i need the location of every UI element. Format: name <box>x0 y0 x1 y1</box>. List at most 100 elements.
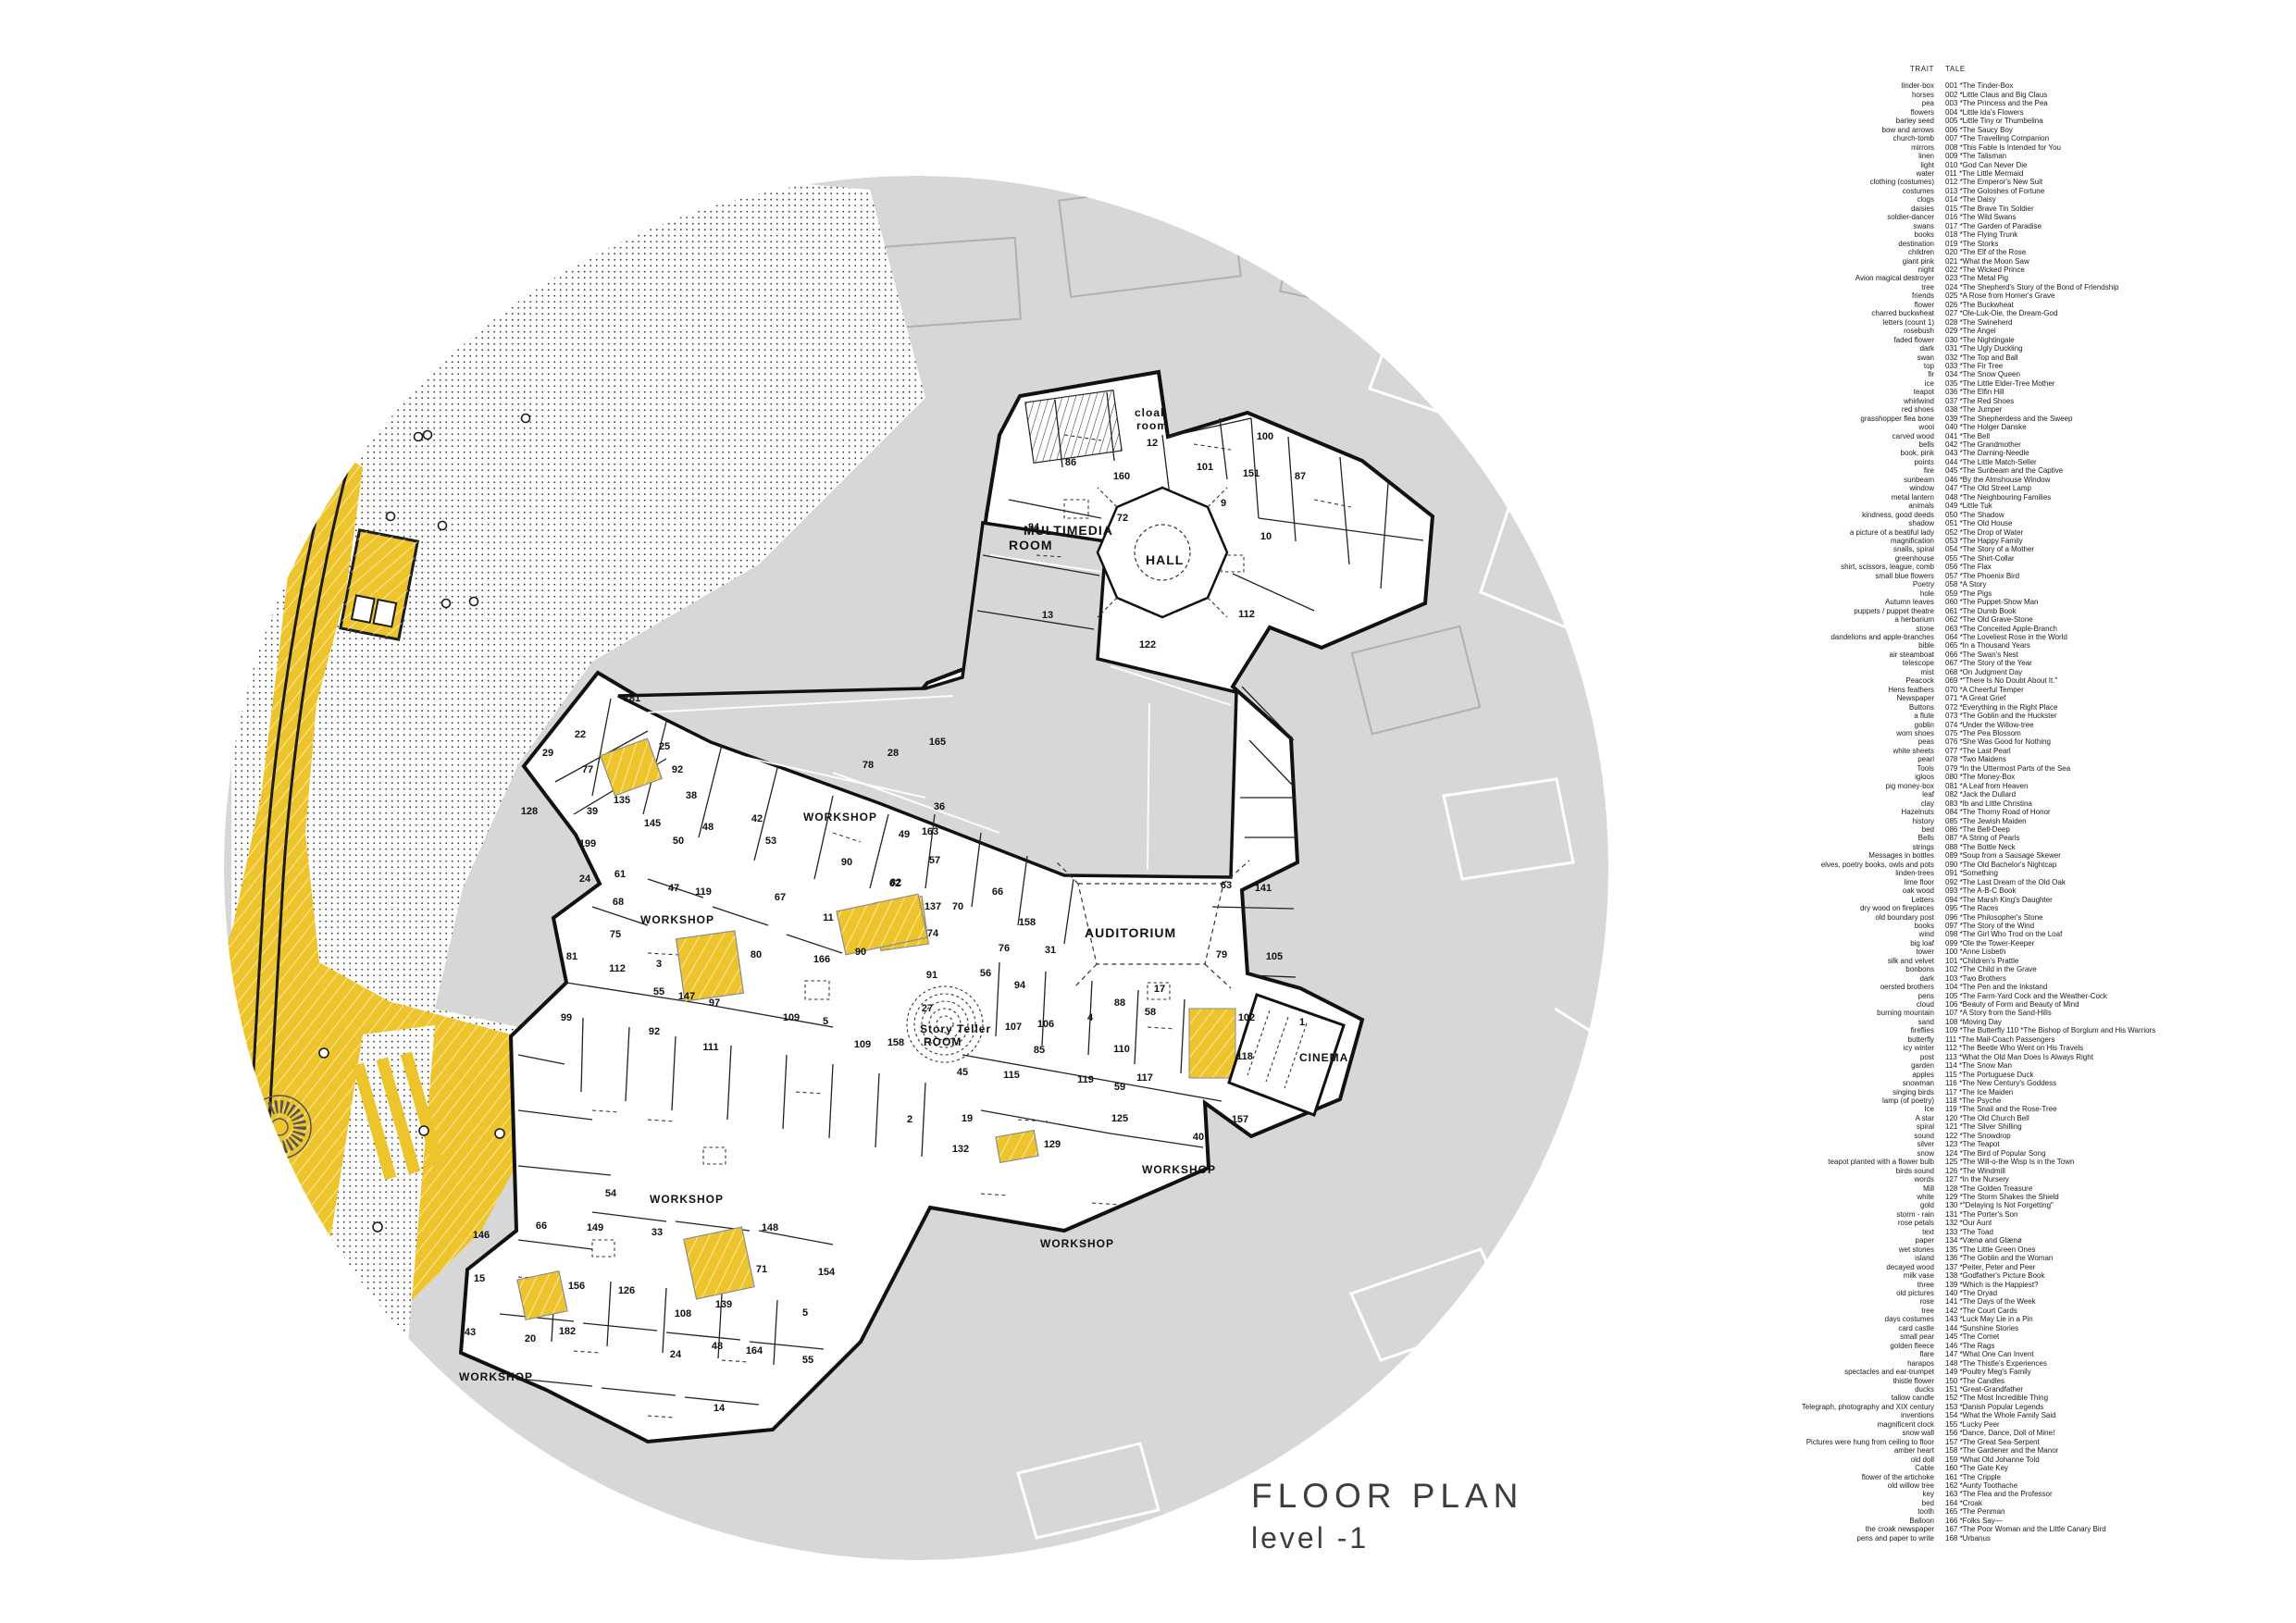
tale-row: charred buckwheat 027 *Ole-Luk-Oie, the D… <box>1657 309 2296 317</box>
auditorium-shape <box>1054 860 1250 989</box>
tale-row: pig money-box 081 *A Leaf from Heaven <box>1657 782 2296 790</box>
tale-cell: 091 *Something <box>1945 869 1998 878</box>
tale-row: words 127 *In the Nursery <box>1657 1175 2296 1183</box>
tale-cell: 044 *The Little Match-Seller <box>1945 457 2037 466</box>
tale-cell: 065 *In a Thousand Years <box>1945 641 2030 650</box>
trait-cell: golden fleece <box>1890 1341 1934 1350</box>
tale-cell: 051 *The Old House <box>1945 519 2013 528</box>
room-label: MULTIMEDIA <box>1024 523 1113 538</box>
room-number: 5 <box>802 1307 808 1319</box>
tale-cell: 083 *Ib and Little Christina <box>1945 799 2032 808</box>
room-label: HALL <box>1146 552 1184 567</box>
tale-row: dark 103 *Two Brothers <box>1657 974 2296 983</box>
trait-cell: worn shoes <box>1896 728 1934 737</box>
room-number: 145 <box>644 818 661 829</box>
room-number: 77 <box>582 764 593 775</box>
room-number: 119 <box>1077 1074 1094 1085</box>
room-number: 107 <box>1005 1022 1022 1033</box>
tale-row: sunbeam 046 *By the Almshouse Window <box>1657 476 2296 484</box>
trait-cell: decayed wood <box>1886 1262 1934 1271</box>
tale-row: shadow 051 *The Old House <box>1657 519 2296 527</box>
room-number: 55 <box>653 986 664 997</box>
tale-cell: 135 *The Little Green Ones <box>1945 1245 2036 1254</box>
tale-row: hole 059 *The Pigs <box>1657 589 2296 598</box>
trait-cell: rosebush <box>1904 327 1934 336</box>
tale-cell: 147 *What One Can Invent <box>1945 1350 2034 1359</box>
trait-cell: fireflies <box>1910 1026 1934 1035</box>
room-number: 81 <box>566 951 577 962</box>
courtyard-roof-lines <box>647 554 1232 871</box>
tale-row: singing birds 117 *The Ice Maiden <box>1657 1088 2296 1096</box>
trait-cell: ice <box>1924 378 1934 388</box>
trait-cell: milk vase <box>1903 1271 1934 1281</box>
room-number: 97 <box>709 997 720 1009</box>
tale-row: shirt, scissors, league, comb 056 *The Fl… <box>1657 563 2296 571</box>
tale-cell: 047 *The Old Street Lamp <box>1945 484 2031 493</box>
tale-cell: 027 *Ole-Luk-Oie, the Dream-God <box>1945 309 2058 318</box>
tale-row: amber heart 158 *The Gardener and the Man… <box>1657 1446 2296 1455</box>
tale-cell: 003 *The Princess and the Pea <box>1945 99 2048 108</box>
tale-cell: 038 *The Jumper <box>1945 405 2003 415</box>
tale-row: clothing (costumes) 012 *The Emperor's Ne… <box>1657 178 2296 186</box>
tale-row: snow wall 156 *Dance, Dance, Doll of Mine… <box>1657 1429 2296 1437</box>
tale-row: bed 164 *Croak <box>1657 1499 2296 1507</box>
tale-row: spiral 121 *The Silver Shilling <box>1657 1122 2296 1131</box>
room-number: 71 <box>756 1264 767 1275</box>
trait-cell: rose petals <box>1897 1219 1934 1228</box>
room-number: 76 <box>999 943 1010 954</box>
tale-row: the croak newspaper 167 *The Poor Woman a… <box>1657 1525 2296 1533</box>
room-label: WORKSHOP <box>1142 1163 1216 1176</box>
room-number: 31 <box>1045 945 1056 956</box>
tale-row: friends 025 *A Rose from Homer's Grave <box>1657 291 2296 300</box>
room-number: 166 <box>813 954 830 965</box>
tale-row: children 020 *The Elf of the Rose <box>1657 248 2296 256</box>
tale-row: A star 120 *The Old Church Bell <box>1657 1114 2296 1122</box>
trait-cell: dandelions and apple-branches <box>1831 633 1934 641</box>
tale-row: tooth 165 *The Penman <box>1657 1507 2296 1516</box>
trait-cell: Newspaper <box>1896 694 1934 703</box>
room-number: 25 <box>659 741 670 752</box>
trait-cell: sound <box>1914 1131 1934 1140</box>
room-number: 119 <box>695 886 712 898</box>
tale-row: tallow candle 152 *The Most Incredible Th… <box>1657 1394 2296 1402</box>
trait-cell: snails, spiral <box>1893 545 1934 554</box>
trait-cell: top <box>1923 361 1934 370</box>
trait-cell: telescope <box>1902 659 1934 668</box>
closet-rects <box>591 499 1245 1258</box>
tale-row: red shoes 038 *The Jumper <box>1657 405 2296 414</box>
tale-row: swan 032 *The Top and Ball <box>1657 353 2296 362</box>
trait-cell: window <box>1909 484 1934 493</box>
trait-cell: swan <box>1917 353 1934 362</box>
trait-cell: small pear <box>1900 1332 1934 1342</box>
tale-row: worn shoes 075 *The Pea Blossom <box>1657 729 2296 737</box>
room-number: 72 <box>1117 513 1128 524</box>
tale-cell: 160 *The Gate Key <box>1945 1464 2009 1473</box>
trait-cell: clothing (costumes) <box>1869 178 1934 187</box>
tale-cell: 101 *Children's Prattle <box>1945 956 2019 965</box>
room-number: 128 <box>521 806 538 817</box>
tale-row: Avion magical destroyer 023 *The Metal Pi… <box>1657 274 2296 282</box>
room-number: 164 <box>746 1345 763 1357</box>
trait-cell: Ice <box>1924 1105 1934 1114</box>
tale-index: TRAIT TALE tinder-box 001 *The Tinder-Box… <box>1657 65 2296 1542</box>
tale-cell: 161 *The Cripple <box>1945 1472 2002 1481</box>
room-number: 24 <box>579 873 591 885</box>
tale-row: spectacles and ear-trumpet 149 *Poultry M… <box>1657 1368 2296 1376</box>
trait-cell: teapot <box>1913 388 1934 397</box>
trait-cell: bow and arrows <box>1881 125 1934 134</box>
room-number: 82 <box>890 877 901 888</box>
room-number: 132 <box>952 1144 969 1155</box>
tale-cell: 098 *The Girl Who Trod on the Loaf <box>1945 930 2063 939</box>
trait-cell: Hens feathers <box>1888 685 1934 694</box>
room-number: 11 <box>823 912 834 923</box>
trait-cell: thistle flower <box>1893 1376 1934 1385</box>
room-number: 56 <box>980 968 991 979</box>
room-number: 17 <box>1154 984 1165 995</box>
drawing-level: level -1 <box>1251 1521 1370 1555</box>
trait-cell: daisies <box>1911 204 1934 213</box>
tale-row: small blue flowers 057 *The Phoenix Bird <box>1657 572 2296 580</box>
trait-cell: old willow tree <box>1887 1481 1934 1490</box>
room-number: 43 <box>465 1327 476 1338</box>
